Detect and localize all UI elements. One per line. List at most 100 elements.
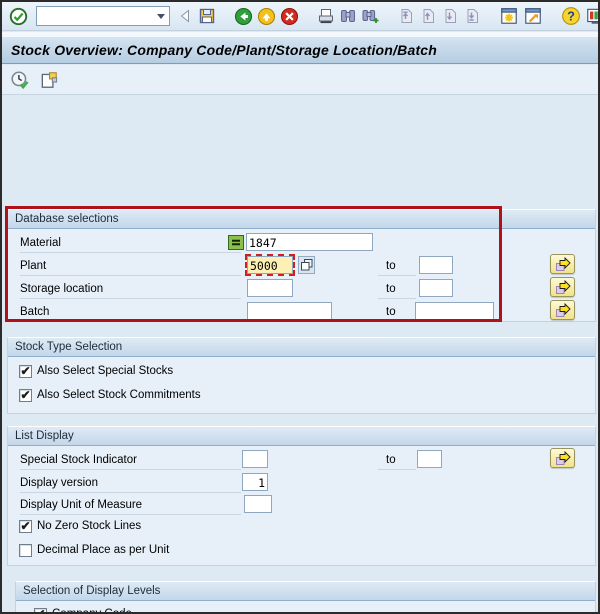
checkbox-row-no-zero-stock: ✔ No Zero Stock Lines	[19, 519, 141, 533]
back-button[interactable]	[234, 5, 253, 27]
application-toolbar	[2, 65, 598, 95]
batch-to-input[interactable]	[415, 302, 494, 320]
command-field[interactable]	[36, 6, 170, 26]
company-code-checkbox[interactable]: ✔	[34, 607, 47, 612]
no-zero-stock-lines-label: No Zero Stock Lines	[37, 520, 142, 532]
storage-location-input[interactable]	[247, 279, 293, 297]
special-stock-indicator-multiple-selection-button[interactable]	[550, 448, 575, 468]
save-icon	[199, 8, 215, 24]
group-database-selections-header: Database selections	[8, 210, 595, 229]
display-unit-of-measure-label: Display Unit of Measure	[20, 496, 241, 515]
group-list-display: List Display	[7, 426, 596, 566]
execute-button[interactable]	[9, 69, 30, 91]
display-unit-of-measure-input[interactable]	[244, 495, 272, 513]
checkbox-row-decimal-place: Decimal Place as per Unit	[19, 543, 169, 557]
overlapping-squares-icon	[300, 259, 312, 271]
cancel-icon	[280, 7, 299, 25]
svg-text:?: ?	[567, 8, 575, 23]
batch-input[interactable]	[247, 302, 332, 320]
first-page-icon	[401, 9, 412, 23]
group-list-display-header: List Display	[8, 427, 595, 446]
find-icon	[341, 10, 355, 22]
title-bar: Stock Overview: Company Code/Plant/Stora…	[2, 37, 598, 64]
enter-button[interactable]	[9, 5, 28, 27]
group-stock-type-selection: Stock Type Selection	[7, 337, 596, 414]
group-stock-type-selection-header: Stock Type Selection	[8, 338, 595, 357]
storage-location-label: Storage location	[20, 280, 241, 299]
last-page-icon	[467, 9, 478, 23]
find-next-icon	[362, 10, 379, 23]
help-icon: ?	[562, 7, 580, 25]
decimal-place-as-per-unit-label: Decimal Place as per Unit	[37, 544, 170, 556]
enter-icon	[9, 7, 28, 25]
special-stock-indicator-input[interactable]	[242, 450, 268, 468]
equals-option-icon[interactable]	[228, 235, 244, 250]
multiple-selection-arrow-icon	[555, 302, 571, 317]
cancel-button[interactable]	[280, 5, 299, 27]
plant-multiple-selection-button[interactable]	[550, 254, 575, 274]
exit-icon	[257, 7, 276, 25]
group-display-levels: Selection of Display Levels	[15, 581, 596, 612]
save-button[interactable]	[198, 5, 216, 27]
previous-page-icon	[423, 9, 434, 23]
page-title: Stock Overview: Company Code/Plant/Stora…	[11, 42, 438, 58]
find-next-button[interactable]	[361, 5, 379, 27]
special-stock-indicator-to-input[interactable]	[417, 450, 442, 468]
last-page-button[interactable]	[463, 5, 481, 27]
decimal-place-as-per-unit-checkbox[interactable]	[19, 543, 32, 557]
checkmark-icon: ✔	[20, 363, 31, 378]
company-code-label: Company Code	[52, 608, 132, 614]
print-icon	[319, 9, 333, 24]
multiple-selection-arrow-icon	[555, 279, 571, 294]
material-label: Material	[20, 234, 241, 253]
display-version-input[interactable]	[242, 473, 268, 491]
next-page-icon	[445, 9, 456, 23]
checkbox-row-company-code: ✔ Company Code	[34, 607, 132, 614]
back-nav-button[interactable]	[178, 5, 194, 27]
print-button[interactable]	[317, 5, 335, 27]
help-button[interactable]: ?	[561, 5, 581, 27]
multiple-selection-arrow-icon	[555, 450, 571, 465]
get-variant-icon	[41, 71, 57, 88]
get-variant-button[interactable]	[38, 69, 59, 91]
back-circle-icon	[234, 7, 253, 25]
special-stock-indicator-label: Special Stock Indicator	[20, 451, 241, 470]
checkmark-icon: ✔	[20, 518, 31, 533]
main-toolbar: ?	[2, 2, 598, 31]
plant-label: Plant	[20, 257, 241, 276]
command-dropdown-icon[interactable]	[153, 7, 169, 25]
material-input[interactable]	[246, 233, 373, 251]
checkbox-row-stock-commitments: ✔ Also Select Stock Commitments	[19, 388, 201, 402]
plant-multiple-values-button[interactable]	[298, 256, 315, 274]
exit-button[interactable]	[257, 5, 276, 27]
previous-page-button[interactable]	[419, 5, 437, 27]
new-session-icon	[501, 8, 517, 24]
customize-layout-button[interactable]	[585, 5, 598, 27]
command-input[interactable]	[37, 8, 153, 24]
back-nav-icon	[180, 9, 189, 23]
first-page-button[interactable]	[397, 5, 415, 27]
also-select-stock-commitments-label: Also Select Stock Commitments	[37, 389, 201, 401]
storage-location-to-input[interactable]	[419, 279, 453, 297]
special-stock-indicator-to-label: to	[378, 451, 416, 470]
batch-multiple-selection-button[interactable]	[550, 300, 575, 320]
next-page-button[interactable]	[441, 5, 459, 27]
batch-label: Batch	[20, 303, 241, 322]
create-shortcut-icon	[525, 8, 541, 24]
checkmark-icon: ✔	[20, 387, 31, 402]
no-zero-stock-lines-checkbox[interactable]: ✔	[19, 518, 32, 533]
create-shortcut-button[interactable]	[523, 5, 543, 27]
also-select-special-stocks-label: Also Select Special Stocks	[37, 365, 174, 377]
storage-location-multiple-selection-button[interactable]	[550, 277, 575, 297]
plant-input[interactable]	[245, 254, 295, 276]
new-session-button[interactable]	[499, 5, 519, 27]
find-button[interactable]	[339, 5, 357, 27]
customize-layout-icon	[587, 8, 598, 24]
plant-to-input[interactable]	[419, 256, 453, 274]
also-select-stock-commitments-checkbox[interactable]: ✔	[19, 387, 32, 402]
checkbox-row-special-stocks: ✔ Also Select Special Stocks	[19, 364, 173, 378]
batch-to-label: to	[378, 303, 416, 322]
also-select-special-stocks-checkbox[interactable]: ✔	[19, 363, 32, 378]
execute-icon	[10, 70, 28, 89]
